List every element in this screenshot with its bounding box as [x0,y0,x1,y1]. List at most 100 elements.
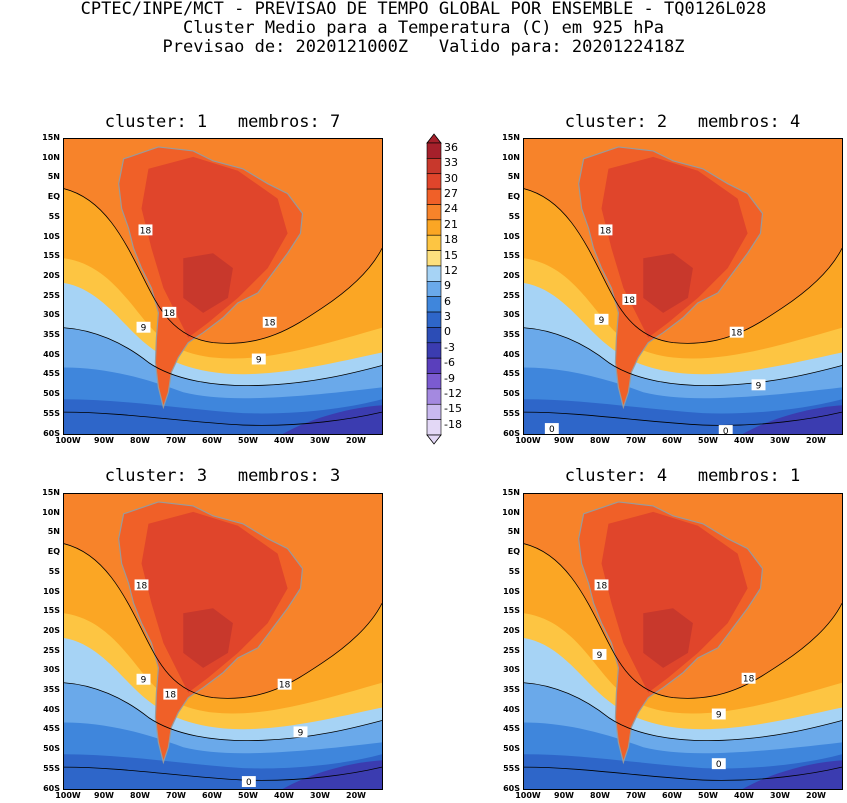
latitude-tick-label: 40S [503,349,520,359]
contour-label: 9 [597,651,603,661]
latitude-tick-label: 35S [503,685,520,694]
longitude-tick-label: 70W [626,791,646,800]
latitude-tick-label: 20S [503,270,520,280]
latitude-tick-label: 5N [47,172,60,182]
latitude-tick-label: 45S [43,369,60,379]
latitude-tick-label: 60S [43,428,60,438]
latitude-tick-label: 20S [43,625,60,635]
latitude-tick-label: 20S [43,270,60,280]
colorbar-swatch [426,281,442,297]
contour-label-box [136,321,151,333]
colorbar-swatch [426,327,442,344]
colorbar-label: 27 [444,187,458,201]
contour-line-0 [524,766,842,781]
latitude-tick-label: 15N [502,488,520,497]
temperature-maximum-region [643,608,693,668]
latitude-tick-label: 5N [507,172,520,182]
coastline [118,501,304,765]
latitude-tick-label: 15S [43,606,60,616]
contour-label-box [293,726,308,738]
temperature-maximum-region [183,253,233,313]
longitude-tick-label: 20W [346,436,366,445]
contour-line-9 [524,682,842,742]
latitude-tick-label: 15S [503,606,520,616]
contour-label-box [741,672,756,684]
latitude-tick-label: 40S [43,349,60,359]
latitude-tick-label: 55S [503,408,520,418]
coastline [118,146,304,410]
longitude-tick-label: 80W [130,791,150,800]
latitude-tick-label: 35S [43,685,60,694]
panel-title: cluster: 4 membros: 1 [564,466,801,486]
latitude-tick-label: 10N [42,507,60,517]
contour-label-box [262,316,277,328]
contour-label-box [277,678,292,690]
contour-label-box [163,688,178,700]
longitude-tick-label: 20W [806,791,826,800]
longitude-tick-label: 20W [346,791,366,800]
colorbar-swatches [426,133,442,445]
map-plot-area: 18 18 9 9 0 [523,493,843,790]
colorbar-label: 33 [444,156,458,170]
longitude-tick-label: 100W [55,436,81,445]
longitude-tick-label: 60W [662,436,682,445]
latitude-tick-label: 45S [43,724,60,734]
latitude-tick-label: 30S [43,665,60,675]
contour-label: 18 [624,296,636,306]
continent-very-hot-region [601,156,748,338]
contour-label: 9 [141,676,147,686]
contour-label-box [622,293,637,305]
contour-label-box [594,313,609,325]
latitude-tick-label: 60S [43,783,60,793]
latitude-tick-label: 10N [42,152,60,162]
contour-label: 18 [731,329,743,339]
longitude-tick-label: 30W [310,791,330,800]
longitude-tick-label: 20W [806,436,826,445]
latitude-tick-label: 10S [43,586,60,596]
latitude-tick-label: 25S [503,290,520,300]
longitude-tick-label: 80W [130,436,150,445]
contour-line-18 [524,543,842,699]
contour-label: 18 [165,691,177,701]
latitude-tick-label: 15N [502,133,520,142]
figure-subtitle: Cluster Medio para a Temperatura (C) em … [182,18,665,38]
colorbar-label: 0 [444,325,451,339]
longitude-tick-label: 30W [770,791,790,800]
latitude-tick-label: 25S [503,645,520,655]
colorbar-swatch [426,173,442,190]
longitude-tick-label: 100W [55,791,81,800]
latitude-tick-label: 10N [502,507,520,517]
colorbar-swatch [426,311,442,328]
longitude-tick-label: 30W [310,436,330,445]
latitude-tick-label: 15N [42,488,60,497]
longitude-tick-label: 50W [238,436,258,445]
contour-line-18 [64,188,382,344]
contour-label-box [729,326,744,338]
colorbar-label: 36 [444,141,458,154]
colorbar-swatch [426,296,442,313]
longitude-tick-label: 90W [554,791,574,800]
latitude-tick-label: 5S [48,566,60,576]
latitude-tick-label: 40S [503,704,520,714]
latitude-tick-label: 45S [503,724,520,734]
contour-label: 18 [279,681,291,691]
map-plot-area: 18 18 18 9 9 [63,138,383,435]
longitude-tick-label: 50W [698,791,718,800]
temperature-field: 18 18 9 9 0 [524,494,842,789]
colorbar-swatch [426,142,442,159]
contour-label: 0 [246,778,252,788]
panel-title: cluster: 1 membros: 7 [104,112,341,132]
longitude-tick-label: 60W [202,436,222,445]
colorbar-swatch [426,250,442,267]
colorbar-swatch [426,419,442,436]
latitude-tick-label: 5N [47,527,60,537]
longitude-tick-label: 60W [202,791,222,800]
longitude-tick-label: 40W [274,791,294,800]
longitude-tick-label: 40W [734,436,754,445]
longitude-tick-label: 100W [515,436,541,445]
latitude-tick-label: 35S [503,330,520,339]
contour-label-box [162,306,177,318]
panel-title: cluster: 2 membros: 4 [564,112,801,132]
latitude-tick-label: 15S [503,251,520,261]
contour-label: 0 [716,760,722,770]
